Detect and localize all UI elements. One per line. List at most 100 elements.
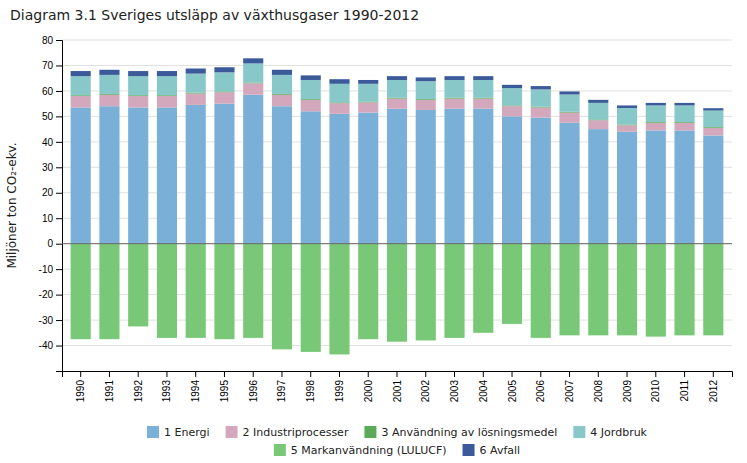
bar [71, 244, 91, 339]
y-tick-mark [56, 218, 62, 219]
bar [214, 104, 234, 244]
bar [329, 103, 349, 114]
x-tick-label: 2010 [650, 380, 661, 403]
zero-line [62, 243, 732, 244]
bar [71, 96, 91, 107]
bar [444, 80, 464, 98]
legend-item: 3 Användning av lösningsmedel [364, 426, 557, 439]
bar [588, 120, 608, 129]
x-tick-label: 1992 [133, 380, 144, 403]
bar [128, 244, 148, 327]
x-tick-mark [627, 371, 628, 377]
y-tick-label: -20 [39, 289, 54, 300]
legend-item: 5 Markanvändning (LULUCF) [274, 444, 447, 457]
y-tick-mark [56, 40, 62, 41]
x-tick-label: 2006 [535, 380, 546, 403]
bar [473, 76, 493, 80]
y-tick-label: 30 [42, 162, 54, 173]
x-tick: 1999 [334, 371, 345, 402]
bar [157, 76, 177, 95]
x-tick: 2005 [507, 371, 518, 402]
legend-label: 2 Industriprocesser [243, 426, 349, 439]
bar [99, 70, 119, 75]
x-tick: 1990 [75, 371, 86, 402]
bar [128, 71, 148, 76]
bar [444, 99, 464, 109]
bar [416, 100, 436, 110]
legend-item: 2 Industriprocesser [226, 426, 349, 439]
bar [703, 244, 723, 336]
x-tick: 2010 [650, 371, 661, 402]
bar [243, 58, 263, 63]
bar-series [71, 58, 724, 110]
y-tick-label: -40 [39, 340, 54, 351]
legend-item: 1 Energi [147, 426, 210, 439]
y-tick: 40 [42, 137, 62, 148]
bar [186, 74, 206, 93]
bar [157, 71, 177, 76]
x-tick-label: 2007 [564, 380, 575, 403]
y-tick-mark [56, 295, 62, 296]
legend-swatch [226, 426, 238, 438]
y-tick: -20 [39, 289, 62, 300]
bar [646, 130, 666, 243]
x-tick-mark [80, 371, 81, 377]
y-tick: 70 [42, 60, 62, 71]
bar [502, 106, 522, 116]
x-tick: 2002 [420, 371, 431, 402]
bar [531, 89, 551, 106]
bar [186, 93, 206, 104]
grid [62, 40, 732, 346]
bar [646, 103, 666, 106]
y-tick: 30 [42, 162, 62, 173]
bar [272, 106, 292, 243]
y-tick: 80 [42, 35, 62, 46]
bar [502, 88, 522, 105]
x-tick-mark [195, 371, 196, 377]
bar [186, 244, 206, 338]
bar [559, 91, 579, 94]
x-tick: 2000 [363, 371, 374, 402]
bar [617, 244, 637, 336]
bar [272, 75, 292, 94]
bar [387, 76, 407, 80]
title: Diagram 3.1 Sveriges utsläpp av växthusg… [10, 7, 419, 23]
bar [99, 106, 119, 243]
bar [674, 103, 694, 106]
x-tick: 2006 [535, 371, 546, 402]
bar-series [71, 95, 724, 244]
bar [473, 99, 493, 109]
legend-label: 5 Markanvändning (LULUCF) [291, 444, 447, 457]
x-tick: 1994 [190, 371, 201, 402]
grid-line [62, 65, 732, 66]
bar [186, 105, 206, 244]
x-tick: 1997 [276, 371, 287, 402]
x-tick-label: 2005 [507, 380, 518, 403]
x-tick-mark [310, 371, 311, 377]
bar [128, 107, 148, 243]
bar [301, 111, 321, 243]
legend-item: 6 Avfall [463, 444, 521, 457]
x-tick-mark [109, 371, 110, 377]
y-tick-mark [56, 116, 62, 117]
x-tick: 1992 [133, 371, 144, 402]
y-tick: 10 [42, 213, 62, 224]
grid-line [62, 40, 732, 41]
bar-series [71, 63, 724, 127]
y-tick-mark [56, 244, 62, 245]
bar [703, 128, 723, 136]
x-tick: 1991 [104, 371, 115, 402]
legend: 1 Energi 2 Industriprocesser 3 Användning … [147, 426, 648, 457]
x-tick: 2004 [478, 371, 489, 402]
x-tick-mark [339, 371, 340, 377]
bar [674, 105, 694, 122]
bar [444, 244, 464, 338]
x-tick-label: 2008 [593, 380, 604, 403]
x-tick: 2007 [564, 371, 575, 402]
x-tick-mark [684, 371, 685, 377]
x-tick-label: 1991 [104, 380, 115, 403]
y-tick-mark [56, 167, 62, 168]
bar [243, 63, 263, 82]
y-tick-mark [56, 269, 62, 270]
bar [617, 132, 637, 244]
